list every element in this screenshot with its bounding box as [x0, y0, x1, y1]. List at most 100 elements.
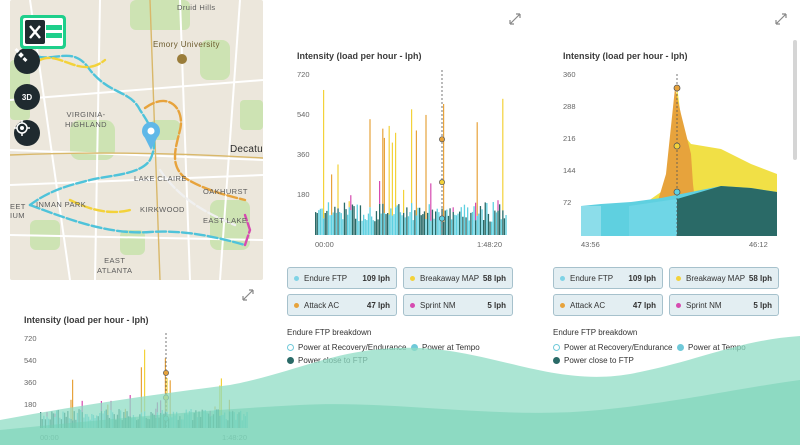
- intensity-bar: [403, 212, 405, 235]
- zoom-area-chart: [581, 74, 777, 236]
- intensity-bar: [441, 208, 443, 235]
- satellite-button[interactable]: [14, 48, 40, 74]
- intensity-bar: [465, 217, 467, 235]
- intensity-bar: [339, 211, 341, 235]
- metric-attack-ac[interactable]: Attack AC 47 lph: [287, 294, 397, 316]
- y-tick: 360: [24, 378, 37, 387]
- intensity-bar: [463, 204, 466, 235]
- intensity-bar: [192, 420, 194, 428]
- intensity-spike: [391, 142, 393, 216]
- intensity-bar: [206, 412, 208, 428]
- intensity-bar: [375, 211, 378, 235]
- intensity-card-zoom: Intensity (load per hour - lph) 360 288 …: [543, 0, 800, 260]
- intensity-spike: [350, 195, 352, 211]
- intensity-bar: [359, 205, 362, 235]
- intensity-spike: [209, 410, 211, 417]
- intensity-bar: [419, 207, 421, 235]
- legend-dot: [287, 344, 294, 351]
- intensity-bar: [203, 410, 205, 428]
- intensity-bar: [369, 207, 371, 235]
- metric-attack-ac[interactable]: Attack AC 47 lph: [553, 294, 663, 316]
- intensity-bar: [414, 210, 416, 235]
- intensity-bar: [438, 212, 440, 235]
- y-tick: 144: [563, 166, 576, 175]
- legend-tempo: Power at Tempo: [677, 343, 746, 352]
- intensity-bar: [196, 417, 199, 428]
- intensity-bar: [238, 412, 240, 428]
- intensity-bar: [385, 214, 387, 235]
- intensity-bar: [383, 213, 386, 235]
- intensity-bar: [94, 418, 96, 428]
- intensity-bar: [174, 415, 176, 428]
- chart-title: Intensity (load per hour - lph): [297, 51, 422, 61]
- intensity-bar: [396, 205, 398, 235]
- breakaway-dot: [676, 275, 681, 281]
- intensity-bar: [180, 419, 183, 428]
- expand-icon[interactable]: [775, 13, 787, 25]
- intensity-bar: [449, 208, 451, 235]
- intensity-spike: [155, 408, 157, 418]
- cursor-marker: [439, 136, 445, 143]
- intensity-bar: [137, 419, 139, 428]
- locate-button[interactable]: [14, 120, 40, 146]
- legend-label: Power close to FTP: [564, 356, 634, 365]
- intensity-bar: [388, 214, 390, 235]
- intensity-bar: [121, 420, 123, 428]
- intensity-bar: [372, 220, 374, 235]
- intensity-bar: [351, 204, 354, 235]
- metric-sprint-nm[interactable]: Sprint NM 5 lph: [403, 294, 513, 316]
- intensity-bar: [473, 206, 475, 235]
- metric-endure-ftp[interactable]: Endure FTP 109 lph: [287, 267, 397, 289]
- intensity-bar: [57, 409, 59, 428]
- intensity-bar: [486, 203, 488, 235]
- map-label-east-lake: EAST LAKE: [203, 216, 248, 225]
- intensity-bar: [321, 208, 323, 235]
- x-tick: 00:00: [315, 240, 334, 249]
- intensity-bar: [415, 215, 418, 235]
- intensity-bar: [214, 409, 216, 428]
- map-label-ium: IUM: [10, 211, 25, 220]
- intensity-bar: [404, 217, 406, 235]
- intensity-bar: [401, 215, 403, 235]
- expand-icon[interactable]: [509, 13, 521, 25]
- intensity-bar: [409, 212, 411, 235]
- x-tick: 1:48:20: [477, 240, 503, 249]
- metric-label: Attack AC: [304, 300, 340, 310]
- intensity-spike: [430, 183, 432, 221]
- legend-label: Power at Tempo: [422, 343, 480, 352]
- 3d-button[interactable]: 3D: [14, 84, 40, 110]
- intensity-bar: [161, 410, 163, 428]
- y-tick: 216: [563, 134, 576, 143]
- intensity-bar: [182, 419, 184, 428]
- intensity-bar: [345, 209, 347, 235]
- breakdown-title: Endure FTP breakdown: [287, 328, 372, 337]
- intensity-bar: [331, 214, 333, 235]
- legend-dot: [411, 344, 418, 351]
- intensity-bar: [379, 203, 381, 235]
- intensity-bar: [46, 416, 48, 428]
- intensity-bar: [319, 208, 322, 235]
- metric-endure-ftp[interactable]: Endure FTP 109 lph: [553, 267, 663, 289]
- route-map[interactable]: Druid Hills Emory University VIRGINIA- H…: [10, 0, 263, 280]
- x-tick: 1:48:20: [222, 433, 248, 442]
- intensity-bar: [391, 215, 394, 235]
- metric-sprint-nm[interactable]: Sprint NM 5 lph: [669, 294, 779, 316]
- y-tick: 540: [24, 356, 37, 365]
- legend-dot: [677, 344, 684, 351]
- intensity-bar: [343, 202, 346, 235]
- intensity-bar: [393, 214, 395, 235]
- metric-breakaway-map[interactable]: Breakaway MAP 58 lph: [669, 267, 779, 289]
- scrollbar[interactable]: [793, 40, 797, 160]
- expand-icon[interactable]: [242, 289, 254, 301]
- intensity-spike: [395, 132, 397, 208]
- metric-label: Sprint NM: [686, 300, 722, 310]
- intensity-bar: [478, 213, 480, 235]
- intensity-bar: [483, 220, 485, 235]
- intensity-bar: [246, 411, 248, 428]
- attack-dot: [560, 302, 565, 308]
- intensity-bar: [241, 420, 243, 428]
- intensity-bar: [153, 414, 155, 428]
- metric-breakaway-map[interactable]: Breakaway MAP 58 lph: [403, 267, 513, 289]
- intensity-bar: [96, 415, 98, 428]
- intensity-bar: [86, 414, 88, 428]
